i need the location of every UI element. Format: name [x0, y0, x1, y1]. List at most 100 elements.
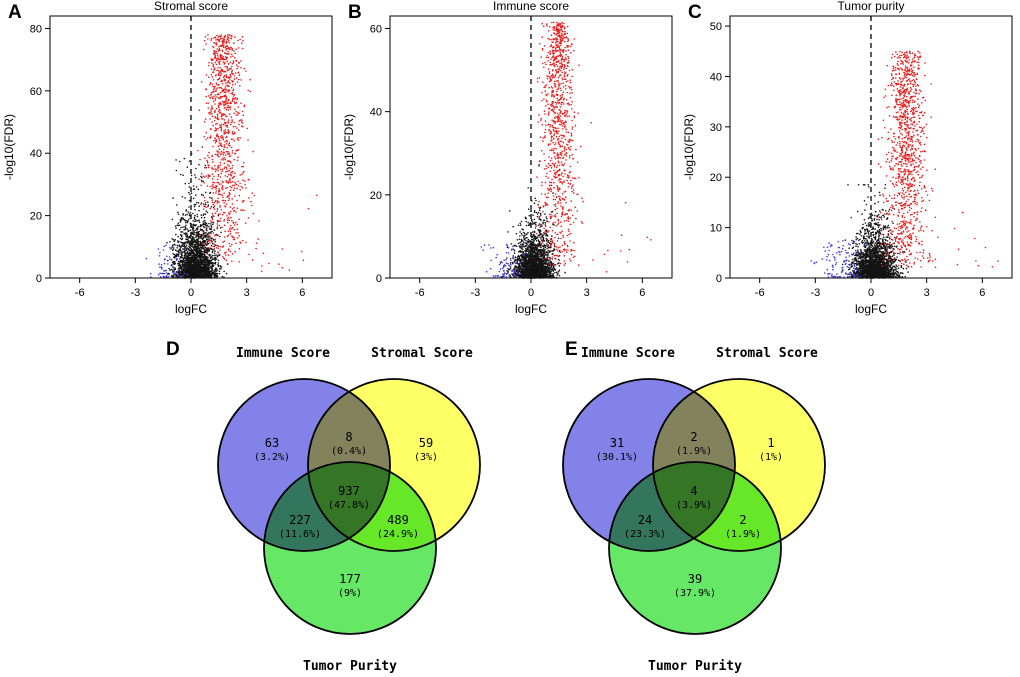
x-tick-label: 0 [188, 287, 194, 299]
venn-circle-tumor-purity [263, 461, 437, 635]
venn-count-tumor-only: 39 [688, 572, 702, 586]
x-tick-label: 0 [868, 287, 874, 299]
axes: Stromal score-6 -3 0 3 6020406080logFC-log10… [2, 0, 333, 316]
x-tick-label: -6 [755, 287, 765, 299]
y-tick-label: 60 [30, 86, 42, 98]
venn-pct-stromal-only: (1%) [759, 452, 783, 463]
venn-pct-stromal-only: (3%) [414, 452, 438, 463]
venn-pct-immune-only: (30.1%) [596, 452, 638, 463]
points-up-regulated [877, 50, 939, 268]
venn-pct-all-three: (3.9%) [676, 500, 712, 511]
y-tick-label: 30 [710, 122, 722, 134]
venn-pct-immune-tumor: (23.3%) [624, 529, 666, 540]
chart-title: Stromal score [154, 0, 228, 13]
venn-count-stromal-only: 1 [767, 436, 774, 450]
panel-d-label: D [166, 339, 180, 360]
venn-set-label-stromal-score: Stromal Score [371, 346, 473, 361]
x-tick-label: 6 [299, 287, 305, 299]
x-tick-label: 6 [979, 287, 985, 299]
axes: Tumor purity -6 -3 0 3 6 0 10 20 30 40 50 logFC -log1… [682, 0, 1013, 316]
x-tick-label: -6 [415, 287, 425, 299]
venn-diagram-prognostic: Immune Score Stromal Score 31 (30.1%) 2 … [562, 346, 826, 674]
y-tick-label: 80 [30, 23, 42, 35]
venn-count-all-three: 4 [690, 484, 697, 498]
venn-count-immune-only: 63 [265, 436, 279, 450]
points-down-regulated [145, 244, 186, 278]
venn-pct-all-three: (47.8%) [328, 500, 370, 511]
venn-diagram-degs: Immune Score Stromal Score 63 (3.2%) 8 (… [217, 346, 481, 674]
panel-c-label: C [688, 2, 702, 23]
panel-b-label: B [348, 2, 362, 23]
y-tick-label: 40 [30, 148, 42, 160]
venn-set-label-tumor-purity: Tumor Purity [303, 659, 397, 674]
y-tick-label: 0 [36, 273, 42, 285]
y-tick-label: 50 [710, 21, 722, 33]
x-tick-label: 3 [244, 287, 250, 299]
points-up-outliers [603, 201, 652, 273]
x-tick-label: -3 [810, 287, 820, 299]
volcano-plot-immune-score: Immune score-6 -3 0 3 60204060logFC-log10(FD… [342, 0, 673, 316]
venn-count-immune-stromal: 8 [345, 430, 352, 444]
y-tick-label: 60 [370, 23, 382, 35]
venn-count-stromal-only: 59 [419, 436, 433, 450]
venn-set-label-stromal-score: Stromal Score [716, 346, 818, 361]
venn-set-label-tumor-purity: Tumor Purity [648, 659, 742, 674]
points-up-regulated [535, 21, 594, 266]
x-tick-label: 3 [584, 287, 590, 299]
venn-set-label-immune-score: Immune Score [581, 346, 675, 361]
volcano-plot-stromal-score: Stromal score-6 -3 0 3 6020406080logFC-log10… [2, 0, 333, 316]
y-tick-label: 20 [370, 190, 382, 202]
panel-a-label: A [8, 2, 22, 23]
venn-count-immune-stromal: 2 [690, 430, 697, 444]
y-axis-label: -log10(FDR) [682, 114, 696, 180]
venn-pct-stromal-tumor: (1.9%) [725, 529, 761, 540]
venn-count-immune-tumor: 227 [289, 513, 311, 527]
x-tick-label: 6 [639, 287, 645, 299]
x-tick-label: -6 [75, 287, 85, 299]
x-tick-label: 0 [528, 287, 534, 299]
venn-count-all-three: 937 [338, 484, 360, 498]
y-tick-label: 0 [376, 273, 382, 285]
volcano-plot-tumor-purity: Tumor purity -6 -3 0 3 6 0 10 20 30 40 50 logFC -log1… [682, 0, 1013, 316]
y-axis-label: -log10(FDR) [2, 114, 16, 180]
venn-pct-immune-stromal: (0.4%) [331, 446, 367, 457]
venn-pct-tumor-only: (37.9%) [674, 588, 716, 599]
y-tick-label: 40 [370, 107, 382, 119]
panel-d: D Immune Score Stromal Score 63 (3.2%) 8… [150, 337, 510, 677]
chart-title: Tumor purity [838, 0, 905, 13]
venn-pct-immune-only: (3.2%) [254, 452, 290, 463]
y-axis-label: -log10(FDR) [342, 114, 356, 180]
y-tick-label: 20 [30, 211, 42, 223]
x-axis-label: logFC [855, 302, 887, 316]
points-not-significant [162, 133, 229, 279]
points-not-significant [841, 184, 909, 279]
panel-e: E Immune Score Stromal Score 31 (30.1%) … [495, 337, 855, 677]
points-down-regulated [810, 239, 867, 278]
venn-pct-immune-tumor: (11.6%) [279, 529, 321, 540]
chart-title: Immune score [493, 0, 569, 13]
venn-count-immune-only: 31 [610, 436, 624, 450]
points-up-outliers [934, 211, 999, 269]
points-up-outliers [251, 194, 318, 273]
x-tick-label: 3 [924, 287, 930, 299]
x-tick-label: -3 [470, 287, 480, 299]
venn-pct-immune-stromal: (1.9%) [676, 446, 712, 457]
y-tick-label: 0 [716, 273, 722, 285]
axes: Immune score-6 -3 0 3 60204060logFC-log10(FD… [342, 0, 673, 316]
y-tick-label: 40 [710, 71, 722, 83]
panel-e-label: E [565, 339, 578, 360]
panel-b: B Immune score -6 -3 0 3 6 0 20 40 60 logFC -log10(… [340, 0, 680, 335]
venn-pct-tumor-only: (9%) [338, 588, 362, 599]
venn-pct-stromal-tumor: (24.9%) [377, 529, 419, 540]
points-up-regulated [197, 34, 260, 265]
x-tick-label: -3 [130, 287, 140, 299]
venn-circle-tumor-purity [608, 461, 782, 635]
panel-a: A Stromal score -6 -3 0 3 6 0 20 40 60 80 logFC -log… [0, 0, 340, 335]
y-tick-label: 20 [710, 172, 722, 184]
venn-count-tumor-only: 177 [339, 572, 361, 586]
panel-c: C Tumor purity -6 -3 0 3 6 0 10 20 30 40 50 logFC -lo… [680, 0, 1020, 335]
venn-count-stromal-tumor: 489 [387, 513, 409, 527]
points-not-significant [499, 164, 566, 279]
x-axis-label: logFC [515, 302, 547, 316]
